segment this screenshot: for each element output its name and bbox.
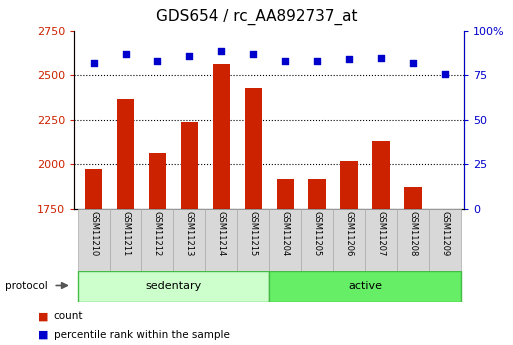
Point (313, 59, 321, 64)
Point (218, 48, 226, 53)
Bar (110, 209, 142, 271)
Text: GSM11212: GSM11212 (153, 210, 162, 256)
Text: percentile rank within the sample: percentile rank within the sample (54, 330, 230, 339)
Bar (173, 209, 205, 271)
Bar (149, 153, 166, 345)
Point (377, 55, 385, 60)
Text: active: active (348, 282, 382, 291)
Text: count: count (54, 312, 84, 321)
Bar (333, 209, 365, 271)
Text: GSM11207: GSM11207 (377, 210, 386, 256)
Bar (341, 161, 358, 345)
Text: GSM11204: GSM11204 (281, 210, 290, 256)
Bar (436, 209, 454, 345)
Text: GSM11209: GSM11209 (441, 210, 449, 256)
Text: GSM11210: GSM11210 (89, 210, 98, 256)
Point (281, 59, 289, 64)
Bar (429, 209, 461, 271)
Bar (205, 209, 238, 271)
Point (409, 60, 417, 66)
Point (185, 53, 193, 59)
Bar (269, 209, 301, 271)
Bar (212, 64, 230, 345)
Text: ■: ■ (38, 330, 49, 339)
Point (441, 71, 449, 77)
Point (345, 57, 353, 62)
Bar (301, 209, 333, 271)
Bar (238, 209, 269, 271)
Text: GSM11214: GSM11214 (217, 210, 226, 256)
Bar (277, 179, 294, 345)
Bar (397, 209, 429, 271)
Point (89, 60, 97, 66)
Bar (404, 187, 422, 345)
Bar (269, 271, 461, 302)
Bar (181, 122, 198, 345)
Bar (308, 178, 326, 345)
Text: GSM11211: GSM11211 (121, 210, 130, 256)
Point (249, 51, 258, 57)
Point (153, 59, 162, 64)
Text: sedentary: sedentary (145, 282, 202, 291)
Bar (142, 209, 173, 271)
Bar (245, 88, 262, 345)
Text: GSM11208: GSM11208 (409, 210, 418, 256)
Text: GDS654 / rc_AA892737_at: GDS654 / rc_AA892737_at (156, 9, 357, 25)
Text: GSM11213: GSM11213 (185, 210, 194, 256)
Text: GSM11215: GSM11215 (249, 210, 258, 256)
Bar (85, 169, 103, 345)
Text: protocol: protocol (5, 282, 48, 291)
Text: GSM11205: GSM11205 (313, 210, 322, 256)
Bar (77, 271, 269, 302)
Bar (372, 141, 390, 345)
Point (122, 51, 130, 57)
Bar (365, 209, 397, 271)
Text: ■: ■ (38, 312, 49, 321)
Text: GSM11206: GSM11206 (345, 210, 354, 256)
Bar (117, 99, 134, 345)
Bar (77, 209, 110, 271)
